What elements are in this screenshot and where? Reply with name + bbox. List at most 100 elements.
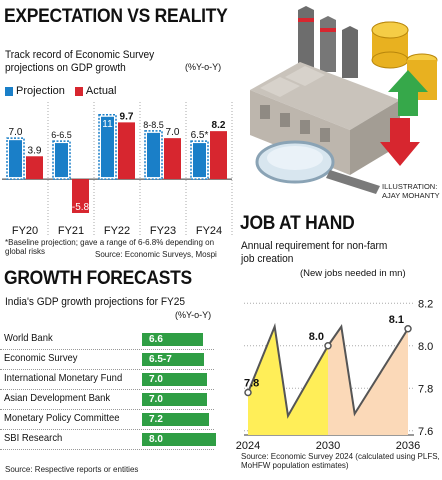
growth-subtitle: India's GDP growth projections for FY25 [5,296,186,308]
category-label: FY23 [150,225,176,237]
legend-projection-label: Projection [16,85,65,97]
category-label: FY21 [58,225,84,237]
job-area-chart: 7.8 8.0 8.1 8.2 8.0 7.8 7.6 2024 2030 2036 [236,298,433,452]
forecast-bar: 7.0 [142,393,207,406]
magnifier-icon [255,140,380,194]
forecast-value: 6.6 [149,334,163,345]
illustration-credit: ILLUSTRATION: AJAY MOHANTY [382,182,440,200]
y-tick-label: 7.6 [418,426,433,438]
forecast-row: Economic Survey 6.5-7 [4,350,214,368]
credit-line2: AJAY MOHANTY [382,191,440,200]
subtitle-line2: projections on GDP growth [5,62,126,74]
job-subtitle-line1: Annual requirement for non-farm [241,240,388,252]
projection-bar-fill [147,132,160,178]
forecast-value: 8.0 [149,434,163,445]
area-segment [248,326,328,435]
growth-source: Source: Respective reports or entities [5,465,139,474]
down-arrow-icon [380,118,420,166]
category-label: FY20 [12,225,38,237]
area-line [247,322,329,419]
bar-value-label: 8-8.5 [143,120,164,130]
forecast-row: Monetary Policy Committee 7.2 [4,410,214,428]
bar-value-label: 11 [102,119,113,130]
bar-value-label: 7.0 [9,127,23,138]
credit-line1: ILLUSTRATION: [382,182,438,191]
forecast-bar: 7.2 [142,413,209,426]
forecast-row-label: International Monetary Fund [4,372,123,384]
category-label: FY22 [104,225,130,237]
row-divider [0,449,214,450]
bar-value-label: 7.0 [166,127,180,138]
page-title: EXPECTATION VS REALITY [4,6,228,27]
data-point [404,325,412,333]
bar-value-label: 8.2 [212,120,226,131]
actual-bar [210,131,227,180]
point-value-label: 8.1 [389,314,404,326]
unit-label: (%Y-o-Y) [185,62,222,72]
bar-value-label: 9.7 [120,111,134,122]
projection-bar-fill [55,143,68,178]
projection-bar-fill [101,116,114,178]
row-divider [0,389,214,390]
row-divider [0,409,214,410]
category-label: FY24 [196,225,222,237]
data-point [324,342,332,350]
row-divider [0,349,214,350]
forecast-row-label: World Bank [4,332,53,344]
growth-unit: (%Y-o-Y) [175,310,212,320]
y-tick-label: 7.8 [418,383,433,395]
forecast-row: International Monetary Fund 7.0 [4,370,214,388]
forecast-bar: 7.0 [142,373,207,386]
up-arrow-icon [388,70,428,116]
y-tick-label: 8.2 [418,298,433,310]
gdp-bar-chart: 7.03.9FY206-6.5-5.8FY21119.7FY228-8.57.0… [2,102,233,237]
forecast-value: 7.2 [149,414,163,425]
forecast-row-label: Asian Development Bank [4,392,111,404]
actual-bar [164,138,181,180]
job-subtitle-line2: job creation [241,253,294,265]
legend-actual-label: Actual [85,85,117,97]
actual-bar [118,122,135,180]
footnote: *Baseline projection; gave a range of 6-… [5,238,215,256]
forecast-bar: 6.6 [142,333,204,346]
bar-value-label: 6.5* [191,130,209,141]
subtitle-line1: Track record of Economic Survey [5,49,155,61]
bar-value-label: -5.8 [72,202,90,213]
y-tick-label: 8.0 [418,341,433,353]
chimney-icons [298,6,358,78]
x-tick-label: 2036 [396,440,420,452]
projection-bar-fill [9,140,22,178]
point-value-label: 8.0 [309,331,324,343]
row-divider [0,429,214,430]
area-line [327,324,409,417]
bar-value-label: 6-6.5 [51,130,72,140]
forecast-value: 7.0 [149,374,163,385]
row-divider [0,369,214,370]
forecast-row-label: Monetary Policy Committee [4,412,120,424]
growth-title: GROWTH FORECASTS [4,268,192,289]
legend: Projection Actual [5,85,117,97]
projection-bar-fill [193,143,206,178]
forecast-row: SBI Research 8.0 [4,430,216,448]
job-source: Source: Economic Survey 2024 (calculated… [241,452,440,470]
forecast-row: World Bank 6.6 [4,330,214,348]
area-segment [328,326,408,435]
forecast-row-label: Economic Survey [4,352,78,364]
x-tick-label: 2030 [316,440,340,452]
actual-bar [72,179,89,213]
forecast-row-label: SBI Research [4,432,63,444]
forecast-value: 7.0 [149,394,163,405]
forecast-bar: 6.5-7 [142,353,205,366]
job-unit: (New jobs needed in mn) [300,268,406,279]
bar-value-label: 3.9 [28,145,42,156]
data-point [244,388,252,397]
factory-illustration [250,6,438,194]
forecast-row: Asian Development Bank 7.0 [4,390,214,408]
forecast-bar: 8.0 [142,433,216,446]
legend-actual-swatch [74,86,83,96]
point-value-label: 7.8 [244,378,259,390]
x-tick-label: 2024 [236,440,260,452]
actual-bar [26,156,43,180]
forecast-table: World Bank 6.6 Economic Survey 6.5-7 Interna… [0,330,220,460]
source-left: Source: Economic Surveys, Mospi [95,250,217,259]
